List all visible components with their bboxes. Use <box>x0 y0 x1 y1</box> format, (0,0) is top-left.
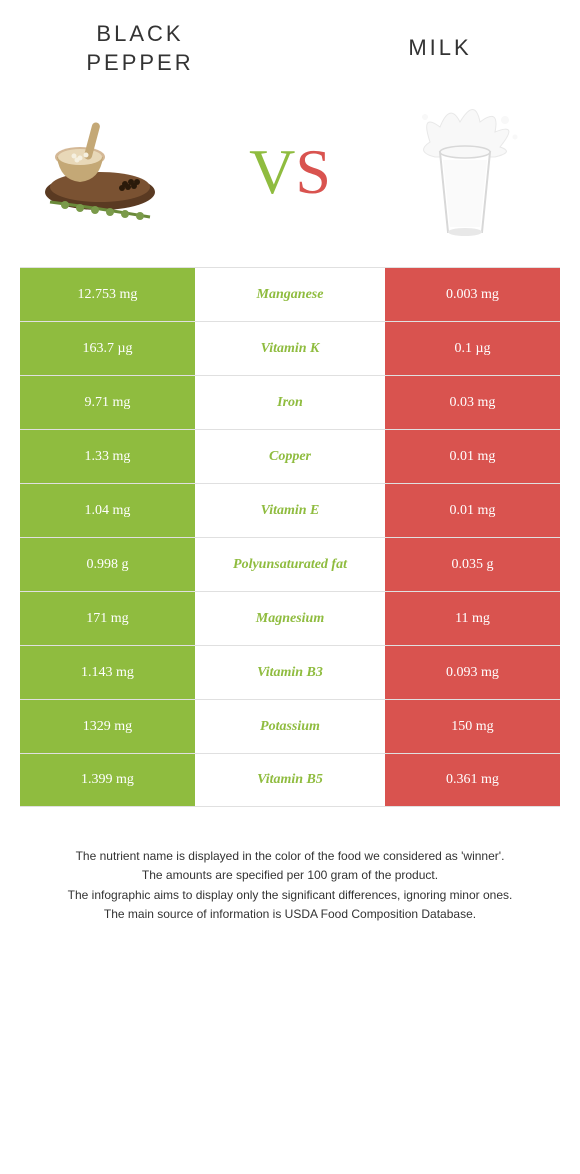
table-row: 1.04 mgVitamin E0.01 mg <box>20 483 560 537</box>
value-right: 0.01 mg <box>380 430 560 483</box>
nutrient-name: Vitamin E <box>200 484 380 537</box>
value-right: 0.035 g <box>380 538 560 591</box>
table-row: 1.143 mgVitamin B30.093 mg <box>20 645 560 699</box>
table-row: 1.399 mgVitamin B50.361 mg <box>20 753 560 807</box>
value-right: 0.003 mg <box>380 268 560 321</box>
nutrient-name: Polyunsaturated fat <box>200 538 380 591</box>
pepper-image <box>30 102 200 242</box>
vs-v: V <box>249 135 295 209</box>
nutrient-name: Iron <box>200 376 380 429</box>
table-row: 163.7 µgVitamin K0.1 µg <box>20 321 560 375</box>
milk-image <box>380 102 550 242</box>
footnote-line: The amounts are specified per 100 gram o… <box>30 866 550 885</box>
pepper-icon <box>30 102 200 242</box>
value-left: 9.71 mg <box>20 376 200 429</box>
table-row: 9.71 mgIron0.03 mg <box>20 375 560 429</box>
value-right: 0.093 mg <box>380 646 560 699</box>
nutrient-table: 12.753 mgManganese0.003 mg163.7 µgVitami… <box>20 267 560 807</box>
nutrient-name: Magnesium <box>200 592 380 645</box>
footnotes: The nutrient name is displayed in the co… <box>0 807 580 944</box>
vs-label: VS <box>249 135 331 209</box>
value-left: 1.04 mg <box>20 484 200 537</box>
value-left: 1.143 mg <box>20 646 200 699</box>
table-row: 12.753 mgManganese0.003 mg <box>20 267 560 321</box>
value-right: 0.03 mg <box>380 376 560 429</box>
title-left: BLACK PEPPER <box>40 20 240 77</box>
nutrient-name: Manganese <box>200 268 380 321</box>
value-right: 0.361 mg <box>380 754 560 806</box>
value-left: 163.7 µg <box>20 322 200 375</box>
table-row: 1329 mgPotassium150 mg <box>20 699 560 753</box>
value-right: 150 mg <box>380 700 560 753</box>
value-left: 1.399 mg <box>20 754 200 806</box>
table-row: 1.33 mgCopper0.01 mg <box>20 429 560 483</box>
value-left: 1329 mg <box>20 700 200 753</box>
nutrient-name: Vitamin B5 <box>200 754 380 806</box>
nutrient-name: Copper <box>200 430 380 483</box>
value-right: 0.01 mg <box>380 484 560 537</box>
header: BLACK PEPPER MILK <box>0 0 580 87</box>
footnote-line: The main source of information is USDA F… <box>30 905 550 924</box>
title-right: MILK <box>340 34 540 63</box>
table-row: 171 mgMagnesium11 mg <box>20 591 560 645</box>
vs-s: S <box>295 135 331 209</box>
value-left: 1.33 mg <box>20 430 200 483</box>
footnote-line: The nutrient name is displayed in the co… <box>30 847 550 866</box>
table-row: 0.998 gPolyunsaturated fat0.035 g <box>20 537 560 591</box>
images-row: VS <box>0 87 580 267</box>
value-left: 0.998 g <box>20 538 200 591</box>
nutrient-name: Vitamin K <box>200 322 380 375</box>
value-right: 11 mg <box>380 592 560 645</box>
value-left: 12.753 mg <box>20 268 200 321</box>
value-left: 171 mg <box>20 592 200 645</box>
value-right: 0.1 µg <box>380 322 560 375</box>
footnote-line: The infographic aims to display only the… <box>30 886 550 905</box>
milk-icon <box>400 102 530 242</box>
nutrient-name: Vitamin B3 <box>200 646 380 699</box>
nutrient-name: Potassium <box>200 700 380 753</box>
